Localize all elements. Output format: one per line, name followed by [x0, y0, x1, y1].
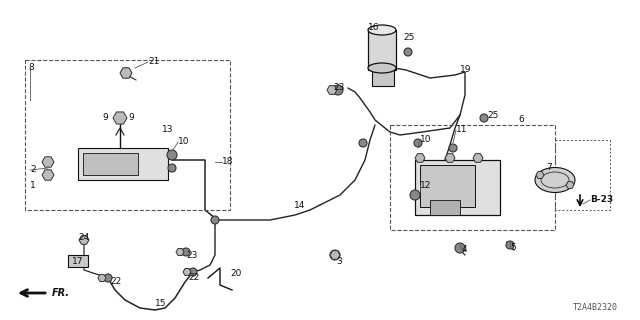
Text: 25: 25 [487, 110, 499, 119]
Circle shape [189, 268, 197, 276]
Circle shape [182, 248, 190, 256]
Text: 15: 15 [155, 300, 166, 308]
Text: 10: 10 [420, 135, 431, 145]
Polygon shape [566, 181, 574, 188]
Bar [420, 165, 475, 207]
Text: 5: 5 [510, 244, 516, 252]
Polygon shape [42, 170, 54, 180]
Circle shape [359, 139, 367, 147]
Polygon shape [330, 251, 340, 259]
Polygon shape [536, 172, 544, 179]
Text: 22: 22 [110, 277, 121, 286]
Text: 8: 8 [28, 63, 34, 73]
Polygon shape [415, 154, 425, 162]
Text: 23: 23 [186, 252, 197, 260]
Text: 18: 18 [222, 157, 234, 166]
Polygon shape [473, 154, 483, 162]
Text: 9: 9 [128, 114, 134, 123]
Circle shape [480, 114, 488, 122]
Circle shape [414, 139, 422, 147]
Circle shape [410, 190, 420, 200]
Text: 2: 2 [30, 165, 36, 174]
Polygon shape [183, 268, 191, 276]
Circle shape [167, 150, 177, 160]
Ellipse shape [368, 63, 396, 73]
Polygon shape [445, 154, 455, 162]
Ellipse shape [368, 25, 396, 35]
Bar [83, 153, 138, 175]
Text: 19: 19 [460, 66, 472, 75]
Bar [430, 200, 460, 215]
Text: 21: 21 [148, 58, 159, 67]
Text: T2A4B2320: T2A4B2320 [573, 303, 618, 312]
Text: 16: 16 [368, 23, 380, 33]
Text: 14: 14 [294, 201, 305, 210]
Text: 13: 13 [162, 125, 173, 134]
Circle shape [121, 68, 131, 78]
Polygon shape [176, 249, 184, 255]
Text: 6: 6 [518, 116, 524, 124]
Bar [415, 160, 500, 215]
Text: 23: 23 [333, 84, 344, 92]
Circle shape [168, 164, 176, 172]
Bar [25, 60, 230, 210]
Circle shape [404, 48, 412, 56]
Text: 24: 24 [78, 234, 89, 243]
Text: 12: 12 [420, 180, 431, 189]
Polygon shape [113, 112, 127, 124]
Text: 11: 11 [456, 125, 467, 134]
Polygon shape [98, 275, 106, 282]
Text: 4: 4 [462, 245, 468, 254]
Circle shape [211, 216, 219, 224]
Circle shape [104, 274, 112, 282]
Polygon shape [120, 68, 132, 78]
Bar [390, 125, 555, 230]
Circle shape [333, 85, 343, 95]
Polygon shape [79, 236, 89, 244]
Text: 20: 20 [230, 269, 241, 278]
Bar [68, 255, 88, 267]
Circle shape [80, 236, 88, 244]
Circle shape [506, 241, 514, 249]
Circle shape [330, 250, 340, 260]
Bar [78, 148, 168, 180]
Text: 1: 1 [30, 181, 36, 190]
Text: 22: 22 [188, 274, 199, 283]
Ellipse shape [535, 167, 575, 193]
Circle shape [449, 144, 457, 152]
Bar [555, 140, 610, 210]
Bar [368, 30, 396, 70]
Bar [372, 68, 394, 86]
Text: 17: 17 [72, 258, 83, 267]
Polygon shape [42, 157, 54, 167]
Text: 9: 9 [102, 114, 108, 123]
Text: FR.: FR. [52, 288, 70, 298]
Text: 10: 10 [178, 138, 189, 147]
Circle shape [455, 243, 465, 253]
Text: 3: 3 [336, 258, 342, 267]
Text: 7: 7 [546, 164, 552, 172]
Text: 25: 25 [403, 34, 414, 43]
Text: B-23: B-23 [590, 196, 613, 204]
Polygon shape [327, 86, 337, 94]
